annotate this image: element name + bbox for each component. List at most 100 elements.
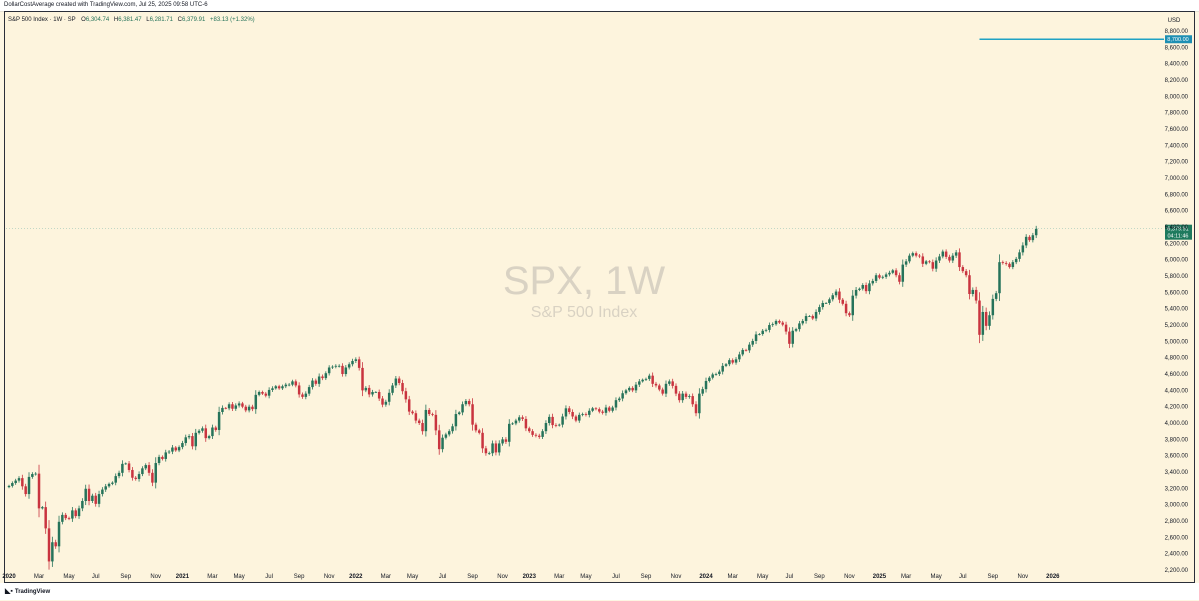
- candle: [781, 320, 784, 327]
- candle: [714, 372, 718, 376]
- candle: [734, 357, 738, 365]
- candle: [167, 449, 171, 455]
- candle: [681, 390, 684, 403]
- candle: [431, 412, 434, 417]
- candle: [157, 454, 161, 466]
- x-tick-label: Mar: [901, 574, 911, 580]
- y-tick-label: 7,600.00: [1165, 127, 1189, 133]
- candle: [898, 272, 901, 285]
- candle: [854, 287, 858, 299]
- x-tick-label: 2022: [349, 574, 363, 580]
- candle: [154, 457, 157, 489]
- y-tick-label: 8,800.00: [1165, 29, 1189, 35]
- legend-close-label: C: [178, 17, 183, 23]
- candle: [588, 408, 591, 418]
- candle: [164, 449, 167, 462]
- candle: [411, 410, 414, 415]
- y-tick-label: 7,200.00: [1165, 160, 1189, 166]
- candle: [491, 440, 494, 457]
- candle: [601, 409, 604, 415]
- candle: [581, 412, 584, 417]
- candle: [774, 319, 778, 326]
- candle: [688, 394, 691, 399]
- y-tick-label: 5,000.00: [1165, 339, 1189, 345]
- candle: [187, 434, 191, 440]
- y-tick-label: 4,400.00: [1165, 388, 1189, 394]
- candle: [91, 493, 94, 503]
- candle: [874, 273, 878, 284]
- candle: [1001, 260, 1005, 265]
- candle: [1014, 256, 1018, 265]
- candle: [444, 432, 448, 440]
- candle: [658, 383, 661, 392]
- legend-symbol: S&P 500 Index · 1W · SP: [8, 17, 76, 23]
- candle: [644, 377, 648, 381]
- candle: [604, 404, 608, 416]
- candle: [74, 508, 77, 519]
- candle: [861, 283, 865, 291]
- candle: [77, 505, 81, 519]
- candle: [257, 390, 261, 397]
- candle: [141, 466, 144, 477]
- candle: [531, 429, 534, 437]
- chart-footer-bar: ◣▪ TradingView: [0, 583, 1199, 600]
- candle: [207, 434, 211, 440]
- legend-change: +83.13 (+1.32%): [210, 17, 255, 23]
- candle: [851, 290, 855, 321]
- candle: [514, 418, 518, 426]
- candle: [224, 406, 228, 410]
- candle: [294, 379, 298, 388]
- candle: [631, 386, 634, 393]
- candle: [337, 364, 341, 368]
- candle: [938, 253, 941, 264]
- candle: [891, 268, 895, 275]
- candle: [971, 287, 975, 297]
- legend-line: S&P 500 Index · 1W · SP O6,304.74 H6,381…: [8, 17, 255, 23]
- candle: [244, 404, 248, 413]
- x-tick-label: May: [580, 574, 591, 580]
- candle: [221, 405, 224, 415]
- candle: [31, 472, 34, 479]
- x-tick-label: Nov: [150, 574, 161, 580]
- candle: [287, 382, 291, 387]
- y-tick-label: 5,800.00: [1165, 274, 1189, 280]
- candle: [881, 275, 885, 280]
- candle: [67, 516, 71, 521]
- candle: [261, 390, 264, 396]
- candle: [831, 293, 834, 302]
- candle: [441, 434, 444, 453]
- candle: [568, 406, 571, 415]
- candle: [17, 476, 21, 483]
- candle: [137, 471, 141, 482]
- x-tick-label: 2025: [873, 574, 887, 580]
- candle: [324, 371, 328, 381]
- y-tick-label: 5,600.00: [1165, 290, 1189, 296]
- candle: [518, 415, 521, 423]
- candle: [47, 520, 51, 570]
- candle: [648, 373, 651, 381]
- candle: [234, 403, 238, 411]
- candle: [771, 322, 774, 327]
- y-tick-label: 7,400.00: [1165, 143, 1189, 149]
- candle: [284, 382, 288, 389]
- candle: [888, 270, 891, 277]
- candle: [611, 405, 614, 413]
- candle: [914, 251, 918, 258]
- candle: [941, 249, 945, 259]
- candle: [998, 254, 1001, 301]
- candle: [728, 358, 731, 367]
- candle: [871, 278, 875, 286]
- x-tick-label: Jul: [439, 574, 447, 580]
- candle: [708, 376, 711, 383]
- candle: [958, 248, 961, 272]
- candle: [621, 390, 624, 402]
- attribution-text: DollarCostAverage created with TradingVi…: [4, 2, 208, 8]
- candle: [334, 364, 338, 369]
- candle: [584, 412, 588, 417]
- candle: [564, 405, 568, 420]
- candle: [571, 409, 574, 420]
- candle: [217, 406, 221, 436]
- candle: [721, 362, 724, 375]
- candle: [814, 309, 818, 322]
